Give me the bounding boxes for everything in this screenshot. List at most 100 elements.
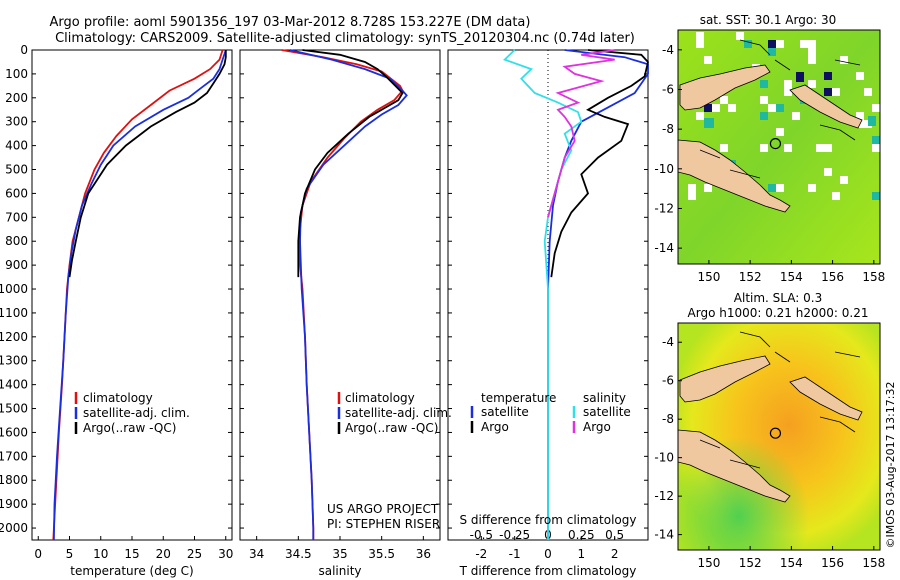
salinity-legend: climatology satellite-adj. clim. Argo(..… bbox=[337, 391, 452, 435]
sst-cell bbox=[832, 88, 840, 96]
sst-cell bbox=[824, 88, 832, 96]
series-line-satellite-adj-clim- bbox=[53, 49, 227, 541]
sst-cell bbox=[792, 112, 800, 120]
legend-header-salinity: salinity bbox=[583, 391, 626, 405]
x-tick-label: 30 bbox=[218, 547, 233, 561]
australia-land bbox=[677, 139, 791, 213]
map-y-tick-label: -4 bbox=[662, 43, 674, 57]
sst-cell bbox=[868, 116, 876, 126]
map-x-tick-label: 156 bbox=[821, 556, 844, 570]
sst-cell bbox=[768, 40, 776, 48]
series-line-salinity-satellite bbox=[503, 49, 583, 540]
pi-credit: PI: STEPHEN RISER bbox=[327, 517, 440, 531]
sst-cell bbox=[808, 48, 816, 56]
temperature-legend: climatology satellite-adj. clim. Argo(..… bbox=[74, 391, 190, 435]
map-y-tick-label: -10 bbox=[654, 162, 674, 176]
x2-tick-label: -0.5 bbox=[470, 528, 493, 542]
map-x-tick-label: 154 bbox=[780, 270, 803, 284]
legend-satellite-label: satellite-adj. clim. bbox=[345, 406, 452, 420]
new-guinea-land bbox=[679, 64, 771, 111]
x-tick-label: 20 bbox=[156, 547, 171, 561]
depth-tick-label: 1300 bbox=[0, 354, 28, 368]
series-line-satellite-adj-clim- bbox=[289, 49, 408, 540]
sst-cell bbox=[760, 144, 768, 152]
x-tick-label: 15 bbox=[124, 547, 139, 561]
australia-land bbox=[677, 429, 791, 503]
depth-tick-label: 100 bbox=[5, 67, 28, 81]
map-y-tick-label: -12 bbox=[654, 489, 674, 503]
map-x-tick-label: 156 bbox=[821, 270, 844, 284]
map-y-tick-label: -4 bbox=[662, 335, 674, 349]
sst-cell bbox=[776, 40, 784, 48]
depth-tick-label: 0 bbox=[20, 43, 28, 57]
sla-map-title: Altim. SLA: 0.3 bbox=[734, 291, 822, 305]
x2-tick-label: 0.25 bbox=[568, 528, 595, 542]
map-y-tick-label: -8 bbox=[662, 122, 674, 136]
sst-cell bbox=[696, 32, 704, 40]
sst-cell bbox=[824, 168, 832, 176]
x-tick-label: 34.5 bbox=[285, 547, 312, 561]
legend-climatology-label: climatology bbox=[83, 391, 153, 405]
sst-cell bbox=[776, 184, 784, 192]
sst-cell bbox=[696, 112, 704, 120]
sst-cell bbox=[872, 104, 880, 112]
figure-title-line2: Climatology: CARS2009. Satellite-adjuste… bbox=[55, 31, 635, 46]
sst-cell bbox=[808, 40, 816, 48]
sst-cell bbox=[808, 80, 816, 88]
x-tick-label: 10 bbox=[93, 547, 108, 561]
depth-tick-label: 300 bbox=[5, 115, 28, 129]
depth-tick-label: 700 bbox=[5, 210, 28, 224]
argo-float-marker bbox=[769, 137, 782, 150]
salinity-plot: 34 34.5 35 35.5 36 bbox=[240, 49, 440, 561]
map-x-tick-label: 150 bbox=[697, 556, 720, 570]
islands-outline bbox=[699, 39, 861, 179]
sla-map-subtitle: Argo h1000: 0.21 h2000: 0.21 bbox=[688, 306, 869, 320]
depth-tick-label: 1200 bbox=[0, 330, 28, 344]
salinity-xlabel: salinity bbox=[318, 564, 361, 578]
figure-title-line1: Argo profile: aoml 5901356_197 03-Mar-20… bbox=[50, 15, 531, 30]
x-tick-label: 35.5 bbox=[368, 547, 395, 561]
difference-xlabel-salinity: S difference from climatology bbox=[460, 513, 637, 527]
temperature-xlabel: temperature (deg C) bbox=[70, 564, 193, 578]
depth-tick-label: 1100 bbox=[0, 306, 28, 320]
sst-cell bbox=[720, 96, 728, 104]
sst-cell bbox=[784, 88, 792, 96]
sla-map bbox=[677, 322, 881, 551]
new-guinea-land bbox=[679, 355, 771, 403]
depth-tick-label: 500 bbox=[5, 163, 28, 177]
depth-tick-label: 2000 bbox=[0, 521, 28, 535]
sst-cell bbox=[696, 40, 704, 48]
sst-cell bbox=[688, 184, 696, 192]
depth-tick-label: 1500 bbox=[0, 402, 28, 416]
sla-map-frame bbox=[677, 322, 881, 551]
sst-cells bbox=[680, 32, 880, 208]
sla-map-axes: 150 152 154 156 158 -4 -6 -8 -10 -12 -14 bbox=[654, 335, 885, 570]
x2-tick-label: -0.25 bbox=[499, 528, 530, 542]
argo-float-marker bbox=[769, 427, 782, 439]
sst-cell bbox=[872, 144, 880, 152]
x-tick-label: 25 bbox=[187, 547, 202, 561]
map-x-tick-label: 152 bbox=[739, 270, 762, 284]
sst-map bbox=[677, 29, 881, 265]
legend-argo-label: Argo(..raw -QC) bbox=[345, 421, 438, 435]
sst-cell bbox=[824, 72, 832, 80]
sst-cell bbox=[784, 80, 792, 88]
x-tick-label: 5 bbox=[66, 547, 74, 561]
project-credit: US ARGO PROJECT bbox=[327, 502, 439, 516]
series-line-climatology bbox=[281, 49, 404, 540]
temperature-plot: 0 5 10 15 20 25 30 bbox=[34, 49, 233, 561]
sst-cell bbox=[744, 40, 752, 48]
sst-map-frame bbox=[677, 29, 881, 265]
sst-cell bbox=[872, 192, 880, 200]
legend-header-temperature: temperature bbox=[481, 391, 556, 405]
sst-cell bbox=[768, 184, 776, 192]
sst-cell bbox=[840, 56, 848, 64]
sst-cell bbox=[712, 104, 720, 112]
sst-cell bbox=[840, 176, 848, 184]
sst-map-axes: 150 152 154 156 158 -4 -6 -8 -10 -12 -14 bbox=[654, 43, 885, 284]
depth-tick-label: 800 bbox=[5, 234, 28, 248]
depth-tick-label: 1800 bbox=[0, 473, 28, 487]
sst-cell bbox=[824, 144, 832, 152]
sst-cell bbox=[760, 112, 768, 120]
